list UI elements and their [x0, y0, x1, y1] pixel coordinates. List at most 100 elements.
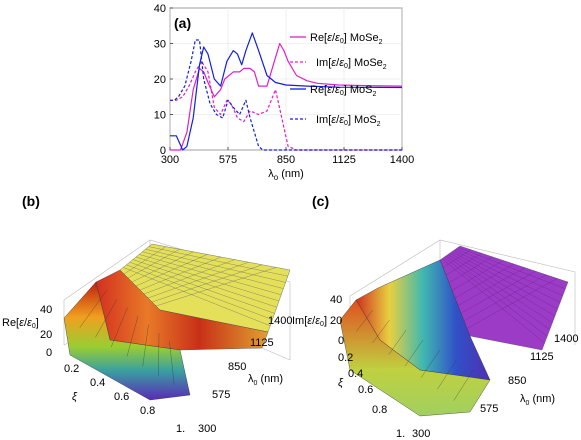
y-tick-label: 20	[154, 74, 166, 86]
mesh-line	[466, 278, 558, 329]
mesh-line	[79, 290, 107, 328]
mesh-line	[454, 263, 515, 299]
legend-label-im-mose2: Im[ε/ε0] MoSe2	[316, 57, 387, 71]
xi-tick: 0.4	[348, 368, 363, 380]
series-group	[170, 32, 403, 151]
y-tick-label: 40	[154, 3, 166, 15]
mesh-line	[169, 341, 175, 386]
mesh-line	[123, 267, 271, 326]
mesh-line	[139, 254, 282, 295]
x-tick-label: 300	[161, 154, 179, 166]
mesh-line	[95, 298, 118, 338]
xi-axis-ticks: 0.2 0.4 0.6 0.8 1.	[64, 363, 185, 435]
surface-plot-panel-b: (b) 40 20 0 Re[ε/ε0] 0.2 0.4 0.6 0.8 1.	[2, 193, 292, 435]
z-tick: 20	[330, 315, 342, 327]
mesh-line	[457, 267, 525, 306]
y-tick-label: 30	[154, 39, 166, 51]
panel-label-b: (b)	[22, 193, 40, 209]
mesh-line	[449, 252, 556, 317]
xi-tick: 0.6	[358, 384, 373, 396]
mesh-line	[451, 251, 558, 310]
x-axis-label: λo (nm)	[268, 168, 304, 182]
lambda-axis-ticks: 300 575 850 1125 1400	[412, 333, 578, 440]
surface-mesh	[441, 247, 566, 344]
mesh-line	[451, 260, 504, 291]
mesh-line	[147, 262, 249, 299]
y-tick-label: 0	[160, 145, 166, 157]
xi-tick: 0.8	[140, 405, 155, 417]
z-axis-ticks: 40 20 0	[330, 294, 344, 347]
mesh-line	[437, 359, 457, 390]
lambda-tick: 1400	[268, 315, 292, 327]
xi-tick: 0.4	[90, 377, 105, 389]
x-tick-label: 850	[277, 154, 295, 166]
mesh-line	[453, 369, 474, 401]
mesh-line	[441, 258, 545, 344]
series-line-2	[170, 32, 403, 151]
mesh-line	[356, 309, 373, 332]
mesh-line	[155, 267, 277, 307]
x-tick-label: 1125	[332, 154, 356, 166]
mesh-line	[145, 249, 286, 283]
front-mesh	[79, 290, 175, 386]
mesh-line	[132, 259, 277, 308]
mesh-line	[131, 251, 194, 283]
z-axis-label: Im[ε/ε0]	[292, 315, 327, 328]
mesh-line	[139, 256, 222, 291]
z-tick: 40	[330, 294, 342, 306]
mesh-line	[127, 249, 180, 279]
mesh-line	[142, 324, 149, 367]
series-line-3	[170, 39, 402, 151]
mesh-line	[111, 307, 128, 347]
mesh-line	[463, 274, 547, 321]
mesh-line	[455, 248, 563, 296]
series-line-0	[170, 42, 403, 151]
z-tick: 0	[46, 347, 52, 359]
panel-label-c: (c)	[312, 193, 329, 209]
mesh-line	[372, 319, 390, 344]
lambda-tick: 850	[508, 375, 526, 387]
mesh-line	[388, 329, 407, 355]
surface-plot-panel-c: (c) 40 20 0 Im[ε/ε0] 0.2 0.4 0.6 0.8 1. …	[292, 193, 578, 440]
mesh-line	[123, 246, 166, 275]
lambda-axis-ticks: 300 575 850 1125 1400	[198, 315, 292, 435]
legend-label-re-mos2: Re[ε/ε0] MoS2	[310, 84, 377, 98]
series-line-1	[170, 60, 402, 151]
mesh-line	[158, 332, 160, 376]
mesh-line	[453, 250, 561, 303]
surface-front-face	[339, 299, 491, 417]
gridlines	[169, 7, 403, 151]
lambda-tick: 1125	[530, 351, 554, 363]
x-tick-label: 1400	[390, 154, 414, 166]
lambda-tick: 1400	[554, 333, 578, 345]
z-axis-label: Re[ε/ε0]	[2, 317, 39, 330]
mesh-line	[448, 256, 493, 283]
mesh-line	[443, 257, 548, 337]
z-tick: 0	[338, 335, 344, 347]
surface-mesh	[123, 246, 288, 326]
y-tick-label: 10	[154, 110, 166, 122]
mesh-line	[445, 253, 482, 276]
panel-label-a: (a)	[174, 15, 191, 31]
mesh-line	[460, 271, 536, 314]
y-axis-ticks: 0 10 20 30 40	[154, 3, 173, 157]
x-tick-label: 575	[219, 154, 237, 166]
xi-tick: 1.	[176, 423, 185, 435]
front-mesh	[356, 309, 474, 401]
mesh-line	[135, 254, 208, 287]
mesh-line	[445, 255, 550, 330]
lambda-axis-label: λ0 (nm)	[520, 393, 555, 407]
legend: Re[ε/ε0] MoSe2 Im[ε/ε0] MoSe2 Re[ε/ε0] M…	[290, 32, 387, 128]
mesh-line	[457, 247, 566, 289]
legend-label-im-mos2: Im[ε/ε0] MoS2	[316, 114, 381, 128]
mesh-line	[442, 249, 471, 268]
legend-label-re-mose2: Re[ε/ε0] MoSe2	[310, 32, 383, 46]
xi-tick: 0.2	[338, 352, 353, 364]
mesh-line	[126, 315, 139, 357]
xi-tick: 0.2	[64, 363, 79, 375]
lambda-axis-label: λ0 (nm)	[248, 373, 283, 387]
mesh-line	[421, 349, 440, 378]
lambda-tick: 1125	[250, 337, 274, 349]
